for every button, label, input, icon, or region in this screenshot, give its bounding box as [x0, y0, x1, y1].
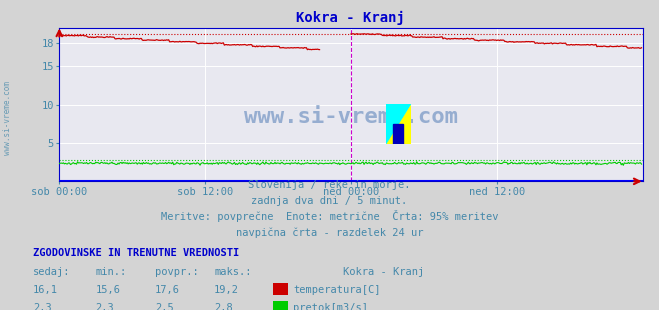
Polygon shape [386, 104, 411, 144]
Text: 19,2: 19,2 [214, 285, 239, 295]
Text: Slovenija / reke in morje.: Slovenija / reke in morje. [248, 179, 411, 189]
Text: 15,6: 15,6 [96, 285, 121, 295]
Text: 2,8: 2,8 [214, 303, 233, 310]
Text: 16,1: 16,1 [33, 285, 58, 295]
Text: sedaj:: sedaj: [33, 267, 71, 277]
Text: 17,6: 17,6 [155, 285, 180, 295]
Title: Kokra - Kranj: Kokra - Kranj [297, 11, 405, 25]
Text: zadnja dva dni / 5 minut.: zadnja dva dni / 5 minut. [251, 196, 408, 206]
Text: 2,3: 2,3 [96, 303, 114, 310]
Text: 2,5: 2,5 [155, 303, 173, 310]
Text: www.si-vreme.com: www.si-vreme.com [3, 81, 13, 155]
Text: Meritve: povprečne  Enote: metrične  Črta: 95% meritev: Meritve: povprečne Enote: metrične Črta:… [161, 210, 498, 222]
Text: Kokra - Kranj: Kokra - Kranj [343, 267, 424, 277]
Text: www.si-vreme.com: www.si-vreme.com [244, 107, 458, 127]
Text: 2,3: 2,3 [33, 303, 51, 310]
Polygon shape [386, 104, 411, 144]
Text: maks.:: maks.: [214, 267, 252, 277]
Text: ZGODOVINSKE IN TRENUTNE VREDNOSTI: ZGODOVINSKE IN TRENUTNE VREDNOSTI [33, 248, 239, 258]
Text: min.:: min.: [96, 267, 127, 277]
Text: pretok[m3/s]: pretok[m3/s] [293, 303, 368, 310]
Text: navpična črta - razdelek 24 ur: navpična črta - razdelek 24 ur [236, 228, 423, 238]
Bar [393, 124, 403, 144]
Text: povpr.:: povpr.: [155, 267, 198, 277]
Text: temperatura[C]: temperatura[C] [293, 285, 381, 295]
